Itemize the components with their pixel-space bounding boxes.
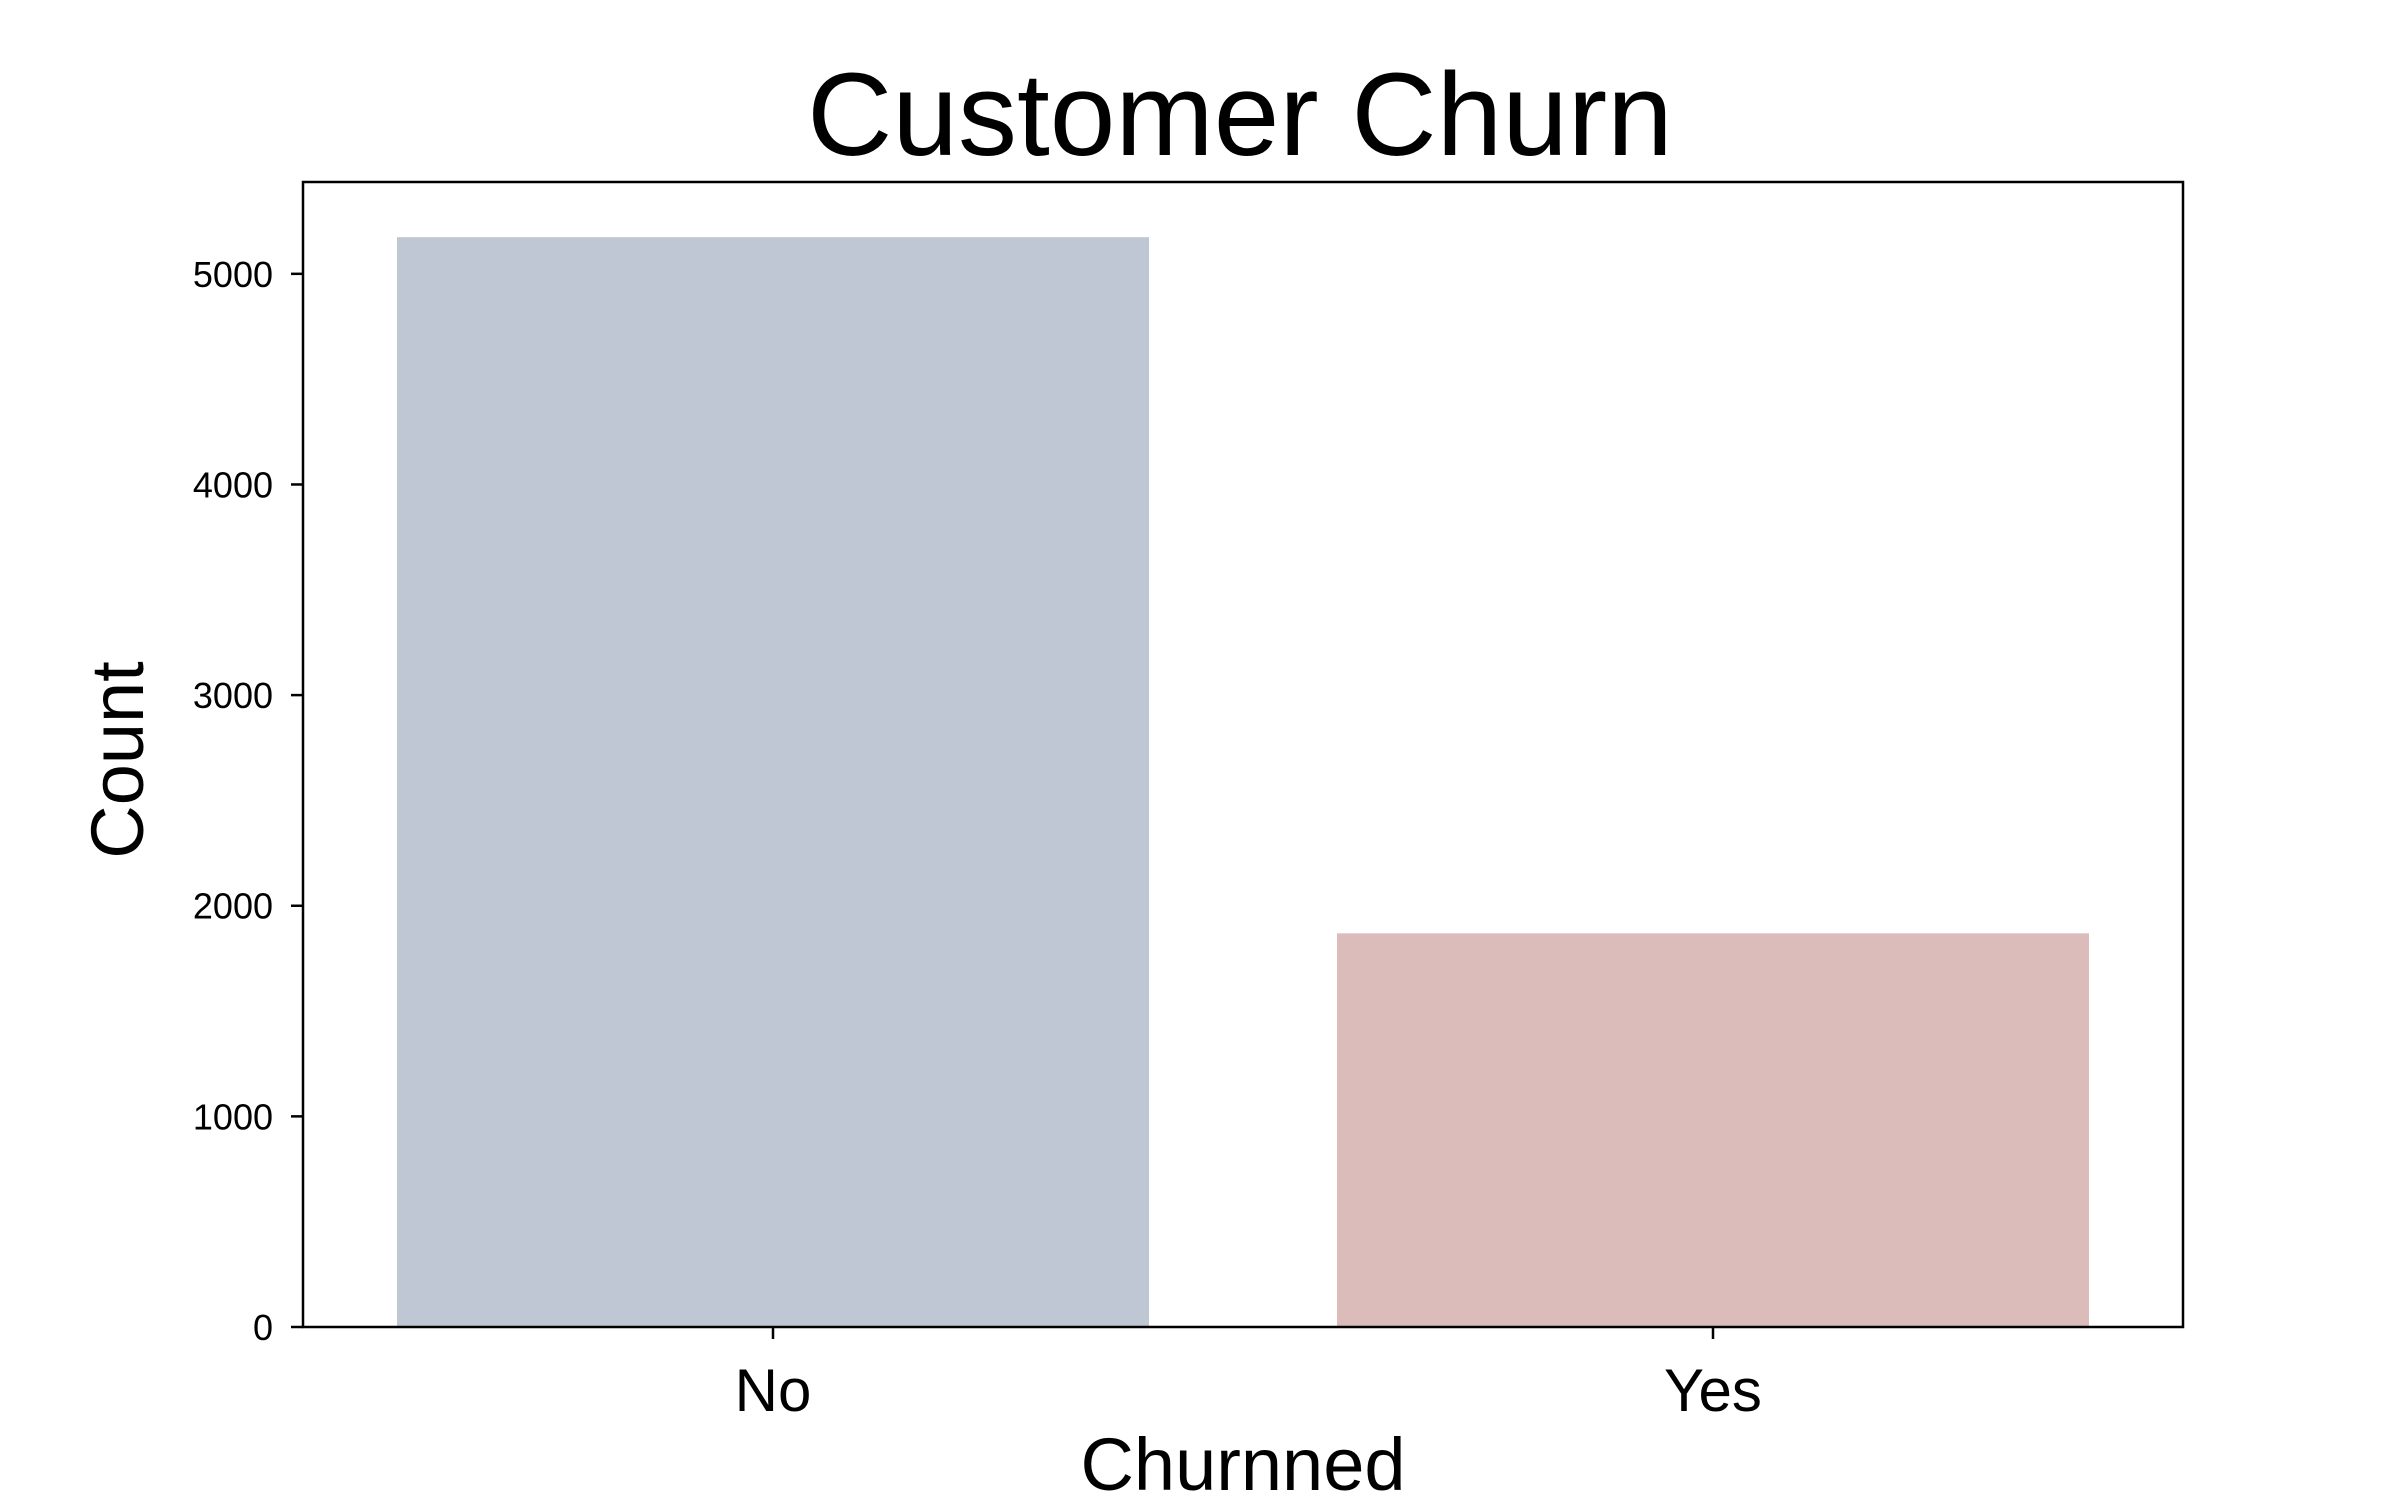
y-tick-label: 2000 — [193, 886, 273, 927]
x-tick-label: Yes — [1664, 1357, 1762, 1424]
chart-title: Customer Churn — [807, 49, 1673, 181]
y-tick-label: 1000 — [193, 1096, 273, 1137]
x-axis: No Yes — [735, 1327, 1762, 1424]
y-axis: 0 1000 2000 3000 4000 5000 — [193, 254, 303, 1348]
bar-yes — [1337, 933, 2089, 1327]
bars-group — [397, 237, 2089, 1327]
y-tick-label: 5000 — [193, 254, 273, 295]
x-axis-label: Churnned — [1080, 1423, 1405, 1500]
y-tick-label: 0 — [253, 1307, 273, 1348]
bar-no — [397, 237, 1149, 1327]
y-tick-label: 3000 — [193, 675, 273, 716]
y-tick-label: 4000 — [193, 464, 273, 505]
plot-frame — [301, 180, 2185, 1329]
x-tick-label: No — [735, 1357, 812, 1424]
y-axis-label: Count — [76, 661, 159, 859]
